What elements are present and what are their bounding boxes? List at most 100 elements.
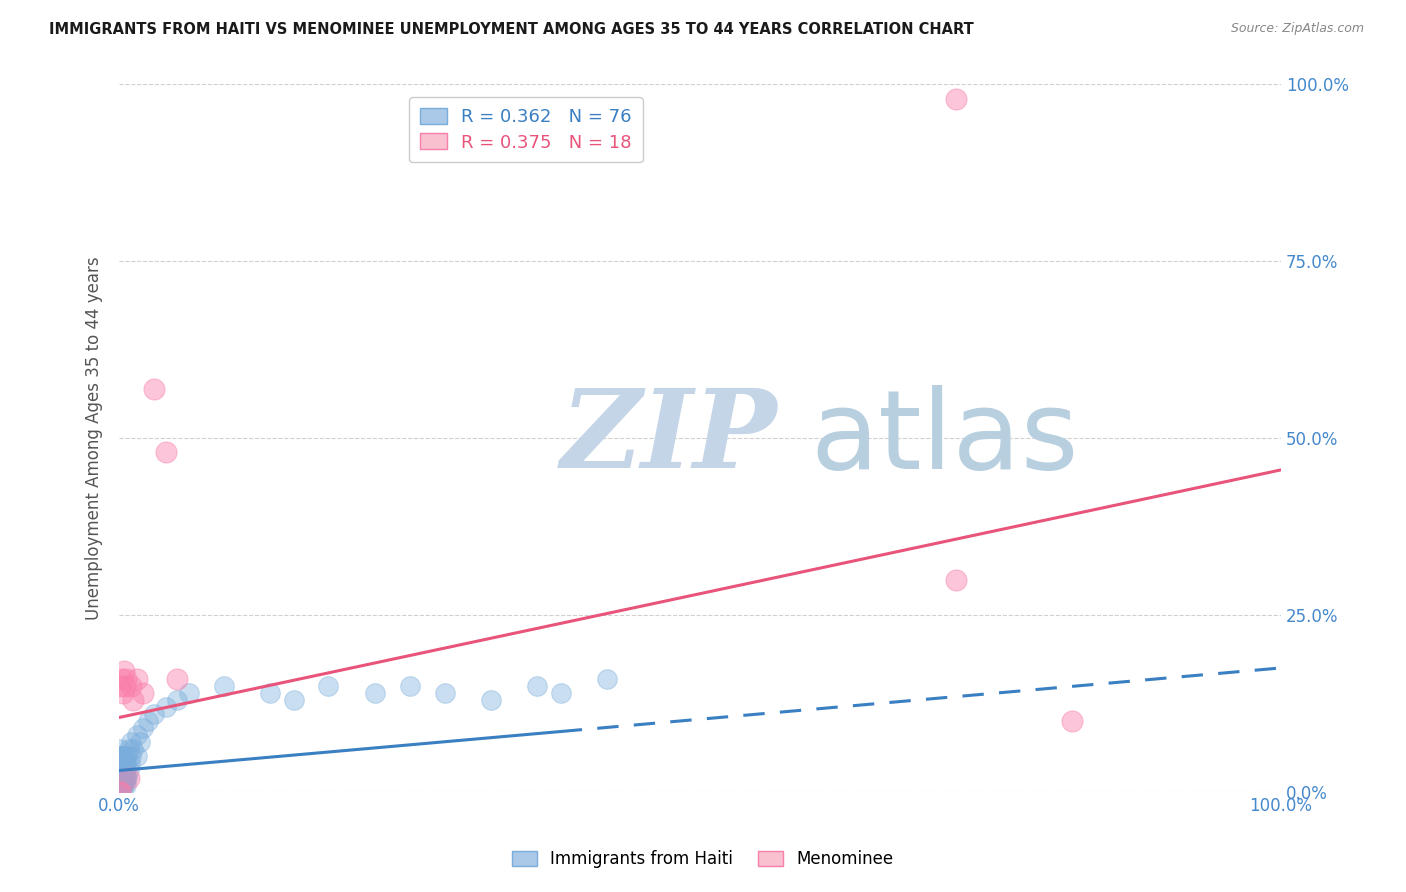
Point bbox=[114, 771, 136, 785]
Point bbox=[112, 764, 135, 778]
Point bbox=[110, 778, 132, 792]
Point bbox=[122, 692, 145, 706]
Point bbox=[155, 445, 177, 459]
Point bbox=[110, 764, 132, 778]
Point bbox=[143, 382, 166, 396]
Point bbox=[117, 749, 139, 764]
Point bbox=[112, 771, 135, 785]
Point bbox=[112, 778, 135, 792]
Point bbox=[526, 679, 548, 693]
Point bbox=[479, 692, 502, 706]
Text: ZIP: ZIP bbox=[561, 384, 778, 491]
Point bbox=[110, 778, 132, 792]
Point bbox=[110, 672, 132, 686]
Point bbox=[110, 785, 132, 799]
Point bbox=[433, 686, 456, 700]
Point bbox=[125, 749, 148, 764]
Point bbox=[110, 679, 132, 693]
Point bbox=[125, 728, 148, 742]
Point bbox=[115, 756, 138, 771]
Point bbox=[111, 756, 134, 771]
Point bbox=[596, 672, 619, 686]
Point bbox=[177, 686, 200, 700]
Point bbox=[212, 679, 235, 693]
Point bbox=[111, 764, 134, 778]
Point bbox=[112, 756, 135, 771]
Point bbox=[120, 679, 142, 693]
Point bbox=[114, 771, 136, 785]
Point bbox=[111, 771, 134, 785]
Point bbox=[131, 686, 153, 700]
Point bbox=[118, 756, 141, 771]
Point bbox=[111, 778, 134, 792]
Point bbox=[550, 686, 572, 700]
Point bbox=[110, 771, 132, 785]
Point bbox=[110, 749, 132, 764]
Point bbox=[110, 764, 132, 778]
Point bbox=[114, 764, 136, 778]
Point bbox=[131, 721, 153, 735]
Point bbox=[110, 742, 132, 756]
Point bbox=[125, 672, 148, 686]
Point bbox=[117, 771, 139, 785]
Point bbox=[114, 771, 136, 785]
Legend: R = 0.362   N = 76, R = 0.375   N = 18: R = 0.362 N = 76, R = 0.375 N = 18 bbox=[409, 97, 643, 162]
Point bbox=[129, 735, 152, 749]
Point bbox=[166, 692, 188, 706]
Point bbox=[166, 672, 188, 686]
Point bbox=[110, 749, 132, 764]
Point bbox=[110, 771, 132, 785]
Point bbox=[112, 764, 135, 778]
Point bbox=[112, 756, 135, 771]
Text: Source: ZipAtlas.com: Source: ZipAtlas.com bbox=[1230, 22, 1364, 36]
Point bbox=[111, 756, 134, 771]
Point bbox=[110, 764, 132, 778]
Point bbox=[117, 764, 139, 778]
Point bbox=[136, 714, 159, 728]
Point bbox=[1060, 714, 1083, 728]
Point bbox=[120, 749, 142, 764]
Legend: Immigrants from Haiti, Menominee: Immigrants from Haiti, Menominee bbox=[506, 844, 900, 875]
Point bbox=[110, 749, 132, 764]
Point bbox=[112, 665, 135, 679]
Point bbox=[111, 686, 134, 700]
Point bbox=[111, 771, 134, 785]
Point bbox=[122, 742, 145, 756]
Point bbox=[115, 672, 138, 686]
Point bbox=[111, 764, 134, 778]
Point bbox=[945, 573, 967, 587]
Point bbox=[111, 749, 134, 764]
Point bbox=[111, 778, 134, 792]
Point bbox=[115, 764, 138, 778]
Point bbox=[114, 756, 136, 771]
Point bbox=[110, 756, 132, 771]
Text: IMMIGRANTS FROM HAITI VS MENOMINEE UNEMPLOYMENT AMONG AGES 35 TO 44 YEARS CORREL: IMMIGRANTS FROM HAITI VS MENOMINEE UNEMP… bbox=[49, 22, 974, 37]
Point bbox=[115, 771, 138, 785]
Point bbox=[115, 778, 138, 792]
Point bbox=[364, 686, 387, 700]
Point bbox=[117, 742, 139, 756]
Y-axis label: Unemployment Among Ages 35 to 44 years: Unemployment Among Ages 35 to 44 years bbox=[86, 256, 103, 620]
Point bbox=[318, 679, 340, 693]
Point bbox=[111, 764, 134, 778]
Point bbox=[259, 686, 281, 700]
Point bbox=[112, 749, 135, 764]
Point bbox=[945, 92, 967, 106]
Point bbox=[114, 679, 136, 693]
Point bbox=[114, 764, 136, 778]
Point bbox=[120, 735, 142, 749]
Point bbox=[110, 785, 132, 799]
Point bbox=[111, 771, 134, 785]
Point bbox=[110, 756, 132, 771]
Point bbox=[143, 706, 166, 721]
Text: atlas: atlas bbox=[810, 384, 1078, 491]
Point bbox=[110, 771, 132, 785]
Point bbox=[110, 771, 132, 785]
Point bbox=[110, 756, 132, 771]
Point bbox=[155, 699, 177, 714]
Point bbox=[110, 778, 132, 792]
Point bbox=[398, 679, 420, 693]
Point bbox=[117, 771, 139, 785]
Point bbox=[114, 756, 136, 771]
Point bbox=[110, 764, 132, 778]
